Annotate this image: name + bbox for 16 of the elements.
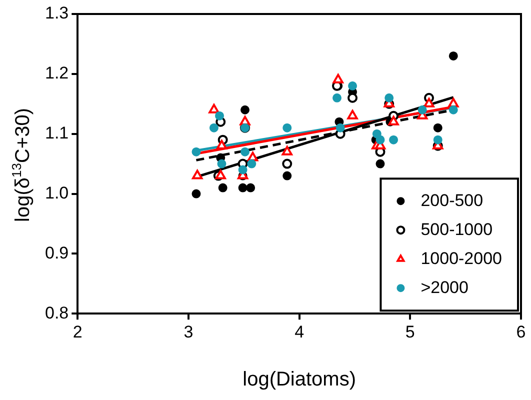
y-tick-label: 0.9	[44, 243, 69, 262]
legend-label: 500-1000	[420, 220, 493, 239]
x-axis-title: log(Diatoms)	[242, 368, 356, 391]
x-tick-label: 3	[184, 322, 194, 342]
y-tick-label: 1.1	[44, 124, 69, 143]
y-tick-label: 0.8	[44, 303, 69, 322]
legend-label: 200-500	[420, 190, 484, 210]
legend-label: 1000-2000	[420, 248, 502, 268]
x-tick-label: 5	[405, 322, 415, 342]
x-tick-label: 2	[72, 322, 82, 342]
y-tick-label: 1.3	[44, 4, 69, 23]
legend-label: >2000	[420, 278, 468, 297]
y-tick-label: 1.0	[44, 183, 69, 202]
x-tick-label: 6	[516, 322, 526, 342]
y-tick-label: 1.2	[44, 64, 69, 83]
x-tick-label: 4	[294, 322, 304, 342]
